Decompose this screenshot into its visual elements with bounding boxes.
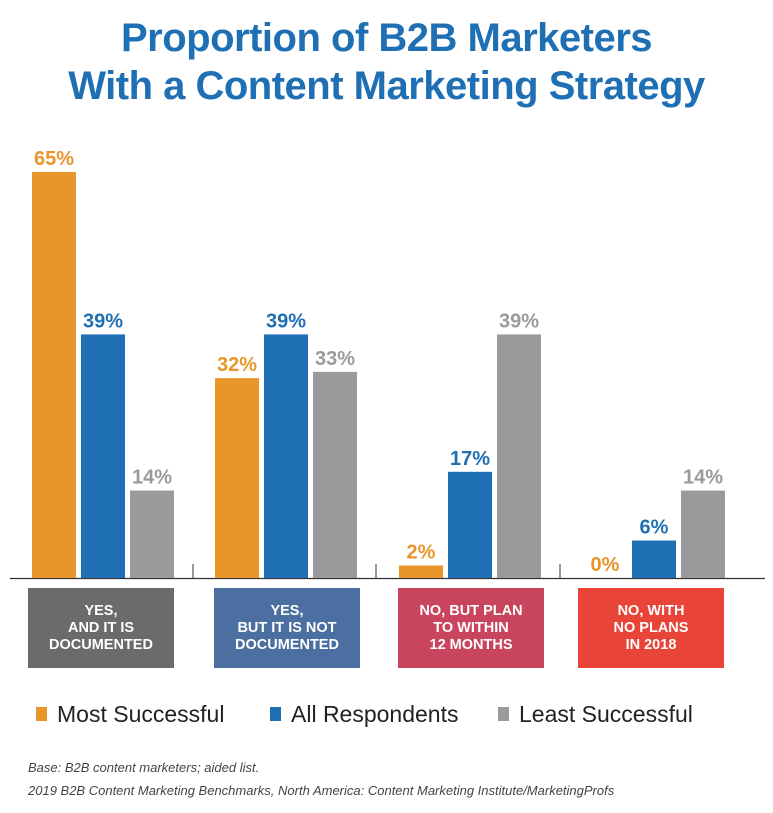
bar-all-respondents-3 bbox=[448, 471, 492, 578]
category-label-line: TO WITHIN bbox=[433, 619, 509, 636]
bar-least-successful-1 bbox=[130, 490, 174, 578]
chart-title: Proportion of B2B Marketers With a Conte… bbox=[0, 14, 773, 110]
data-label-all-respondents-1: 39% bbox=[83, 310, 123, 332]
bar-chart: 65% 32% 2% 0% 39% 39% 17% 6% 14% 33% 39% 14% bbox=[10, 148, 765, 580]
chart-title-line-1: Proportion of B2B Marketers bbox=[120, 16, 653, 60]
bar-most-successful-2 bbox=[215, 378, 259, 578]
category-label-3: NO, BUT PLAN TO WITHIN 12 MONTHS bbox=[398, 588, 544, 668]
bar-all-respondents-1 bbox=[81, 334, 125, 578]
legend: Most Successful All Respondents Least Su… bbox=[0, 697, 773, 731]
category-label-line: BUT IT IS NOT bbox=[237, 619, 337, 636]
data-label-least-successful-4: 14% bbox=[683, 467, 723, 489]
legend-item-most-successful: Most Successful bbox=[36, 697, 224, 731]
legend-swatch-least-successful bbox=[498, 707, 509, 721]
data-label-all-respondents-2: 39% bbox=[266, 310, 306, 332]
data-label-most-successful-1: 65% bbox=[34, 148, 74, 170]
bar-least-successful-3 bbox=[497, 334, 541, 578]
category-label-1: YES, AND IT IS DOCUMENTED bbox=[28, 588, 174, 668]
bar-least-successful-2 bbox=[313, 371, 357, 578]
legend-swatch-all-respondents bbox=[270, 707, 281, 721]
category-label-line: IN 2018 bbox=[625, 636, 677, 653]
chart-title-line-2: With a Content Marketing Strategy bbox=[68, 64, 705, 108]
data-label-all-respondents-4: 6% bbox=[640, 517, 669, 539]
category-label-line: YES, bbox=[270, 602, 304, 619]
category-label-line: AND IT IS bbox=[67, 619, 135, 636]
category-label-line: NO, WITH bbox=[617, 602, 685, 619]
data-label-most-successful-3: 2% bbox=[407, 542, 436, 564]
legend-label-most-successful: Most Successful bbox=[57, 700, 225, 727]
data-label-least-successful-3: 39% bbox=[499, 310, 539, 332]
category-label-2: YES, BUT IT IS NOT DOCUMENTED bbox=[214, 588, 360, 668]
bar-most-successful-1 bbox=[32, 172, 76, 578]
data-label-least-successful-2: 33% bbox=[315, 348, 355, 370]
bar-all-respondents-4 bbox=[632, 540, 676, 578]
category-label-line: YES, bbox=[84, 602, 118, 619]
legend-swatch-most-successful bbox=[36, 707, 47, 721]
base-note: Base: B2B content marketers; aided list. bbox=[28, 760, 260, 775]
bar-all-respondents-2 bbox=[264, 334, 308, 578]
legend-label-least-successful: Least Successful bbox=[519, 700, 693, 727]
category-label-line: DOCUMENTED bbox=[49, 636, 153, 653]
data-label-most-successful-2: 32% bbox=[217, 354, 257, 376]
category-label-line: NO, BUT PLAN bbox=[419, 602, 523, 619]
data-label-all-respondents-3: 17% bbox=[450, 448, 490, 470]
source-note: 2019 B2B Content Marketing Benchmarks, N… bbox=[28, 783, 615, 798]
category-label-line: NO PLANS bbox=[613, 619, 689, 636]
category-label-4: NO, WITH NO PLANS IN 2018 bbox=[578, 588, 724, 668]
bar-most-successful-3 bbox=[399, 565, 443, 578]
category-label-line: DOCUMENTED bbox=[235, 636, 339, 653]
data-label-least-successful-1: 14% bbox=[132, 467, 172, 489]
bar-least-successful-4 bbox=[681, 490, 725, 578]
data-label-most-successful-4: 0% bbox=[591, 554, 620, 576]
legend-label-all-respondents: All Respondents bbox=[291, 700, 459, 727]
legend-item-all-respondents: All Respondents bbox=[270, 697, 459, 731]
category-label-line: 12 MONTHS bbox=[429, 636, 513, 653]
legend-item-least-successful: Least Successful bbox=[498, 697, 693, 731]
